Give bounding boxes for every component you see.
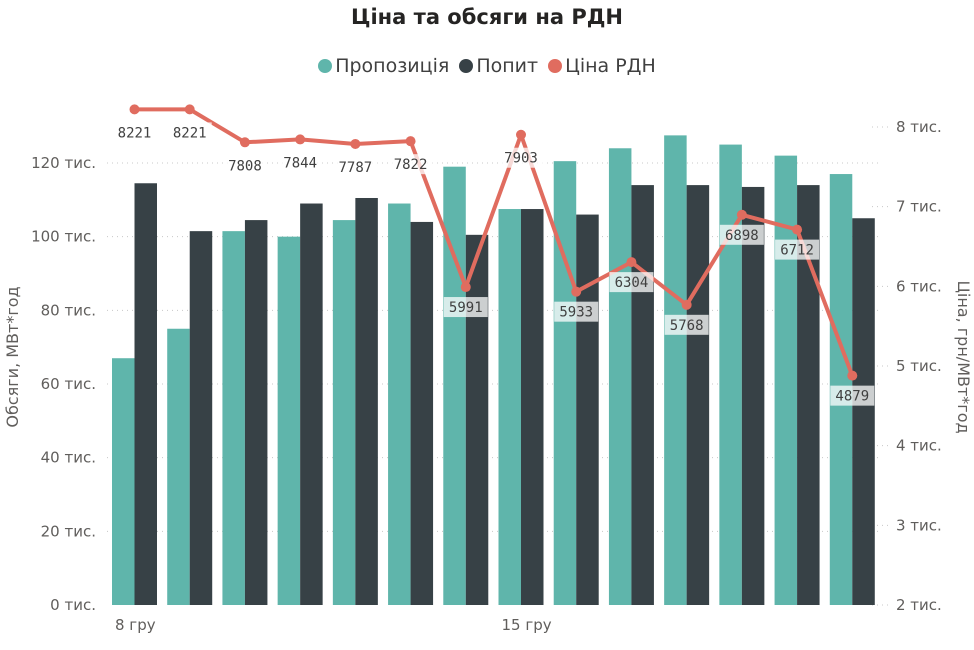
bar-demand[interactable] (797, 185, 820, 605)
bar-supply[interactable] (332, 220, 356, 605)
price-data-label-bg (443, 297, 488, 318)
bar-supply[interactable] (498, 209, 522, 605)
price-point[interactable] (405, 136, 416, 147)
bar-demand[interactable] (355, 197, 378, 605)
bar-supply[interactable] (388, 203, 411, 605)
price-data-label: 5933 (559, 305, 593, 321)
price-data-label: 8221 (173, 125, 207, 141)
bar-demand[interactable] (465, 234, 489, 605)
bar-demand[interactable] (300, 203, 323, 605)
bar-supply[interactable] (167, 328, 190, 605)
bar-demand[interactable] (741, 186, 765, 606)
bar-demand[interactable] (852, 218, 875, 605)
legend-item-supply[interactable]: Пропозиція (318, 55, 449, 77)
price-data-label: 4879 (835, 389, 869, 405)
price-data-label-bg (609, 272, 654, 293)
price-data-label-bg (775, 239, 820, 260)
chart-title: Ціна та обсяги на РДН (350, 5, 623, 29)
price-point[interactable] (460, 282, 471, 293)
bar-supply[interactable] (277, 236, 301, 605)
y-right-axis-title: Ціна, грн/МВт*год (954, 280, 973, 433)
bar-demand[interactable] (576, 214, 599, 606)
legend-marker-demand (459, 59, 474, 73)
bar-supply[interactable] (222, 231, 245, 605)
y-right-tick-label: 4 тис. (896, 437, 942, 455)
bar-demand[interactable] (189, 231, 213, 605)
price-point[interactable] (847, 370, 858, 381)
bar-supply[interactable] (664, 135, 687, 605)
price-data-label-bg (499, 147, 543, 168)
price-data-label: 6712 (780, 243, 814, 259)
price-point[interactable] (681, 299, 692, 310)
y-right-tick-label: 2 тис. (896, 596, 942, 614)
bar-demand[interactable] (410, 221, 434, 605)
price-data-label: 6304 (615, 275, 649, 291)
price-data-label-bg (554, 301, 599, 322)
bar-supply[interactable] (774, 155, 798, 605)
price-data-label-bg (719, 224, 764, 245)
price-data-label: 7822 (394, 157, 428, 173)
price-point[interactable] (350, 138, 361, 149)
legend: Пропозиція Попит Ціна РДН (0, 55, 974, 77)
y-right-tick-label: 7 тис. (896, 198, 942, 216)
legend-item-price[interactable]: Ціна РДН (548, 55, 656, 77)
price-point[interactable] (239, 137, 250, 148)
price-point[interactable] (626, 257, 637, 268)
price-point[interactable] (792, 224, 803, 235)
bar-supply[interactable] (112, 358, 135, 605)
y-right-tick-label: 3 тис. (896, 516, 942, 534)
price-data-label: 6898 (725, 228, 759, 244)
price-data-label: 8221 (118, 125, 152, 141)
price-data-label-bg (333, 156, 378, 177)
price-point[interactable] (571, 286, 582, 297)
y-left-tick-label: 80 тис. (41, 301, 96, 319)
y-left-tick-label: 120 тис. (31, 154, 96, 172)
price-data-label: 7787 (338, 160, 372, 176)
legend-label-demand: Попит (476, 55, 539, 77)
x-tick-label: 15 гру (502, 616, 552, 634)
price-data-label: 7844 (283, 155, 317, 171)
price-data-label: 7903 (504, 151, 538, 167)
legend-item-demand[interactable]: Попит (459, 55, 538, 77)
y-left-tick-label: 20 тис. (41, 522, 96, 540)
price-data-label-bg (830, 385, 875, 406)
legend-marker-supply (318, 59, 333, 73)
y-right-tick-label: 5 тис. (896, 357, 942, 375)
legend-label-price: Ціна РДН (565, 55, 656, 77)
y-left-tick-label: 0 тис. (50, 596, 96, 614)
y-left-tick-label: 100 тис. (31, 228, 96, 246)
bar-demand[interactable] (686, 185, 710, 605)
legend-marker-price (548, 59, 563, 73)
price-data-label: 5768 (670, 318, 704, 334)
price-point[interactable] (295, 134, 306, 145)
price-data-label-bg (222, 155, 267, 176)
bar-demand[interactable] (244, 220, 268, 605)
bar-demand[interactable] (134, 183, 158, 605)
bar-supply[interactable] (553, 161, 577, 606)
bar-supply[interactable] (608, 148, 632, 605)
bar-supply[interactable] (719, 144, 742, 606)
price-data-label-bg (112, 122, 157, 143)
bar-demand[interactable] (521, 209, 544, 605)
x-tick-label: 8 гру (115, 616, 156, 634)
y-left-axis-title: Обсяги, МВт*год (3, 286, 22, 427)
price-point[interactable] (736, 209, 747, 220)
price-data-label-bg (664, 314, 709, 335)
y-left-tick-label: 40 тис. (41, 449, 96, 467)
price-point[interactable] (184, 104, 195, 115)
price-data-label-bg (278, 152, 323, 173)
y-right-tick-label: 8 тис. (896, 118, 942, 136)
price-data-label: 5991 (449, 300, 483, 316)
legend-label-supply: Пропозиція (335, 55, 450, 77)
price-point[interactable] (129, 104, 140, 115)
y-left-tick-label: 60 тис. (41, 375, 96, 393)
bar-demand[interactable] (631, 185, 654, 605)
price-point[interactable] (516, 129, 526, 140)
price-data-label-bg (167, 122, 212, 143)
price-data-label-bg (388, 154, 433, 175)
price-data-label: 7808 (228, 158, 262, 174)
y-right-tick-label: 6 тис. (896, 277, 942, 295)
